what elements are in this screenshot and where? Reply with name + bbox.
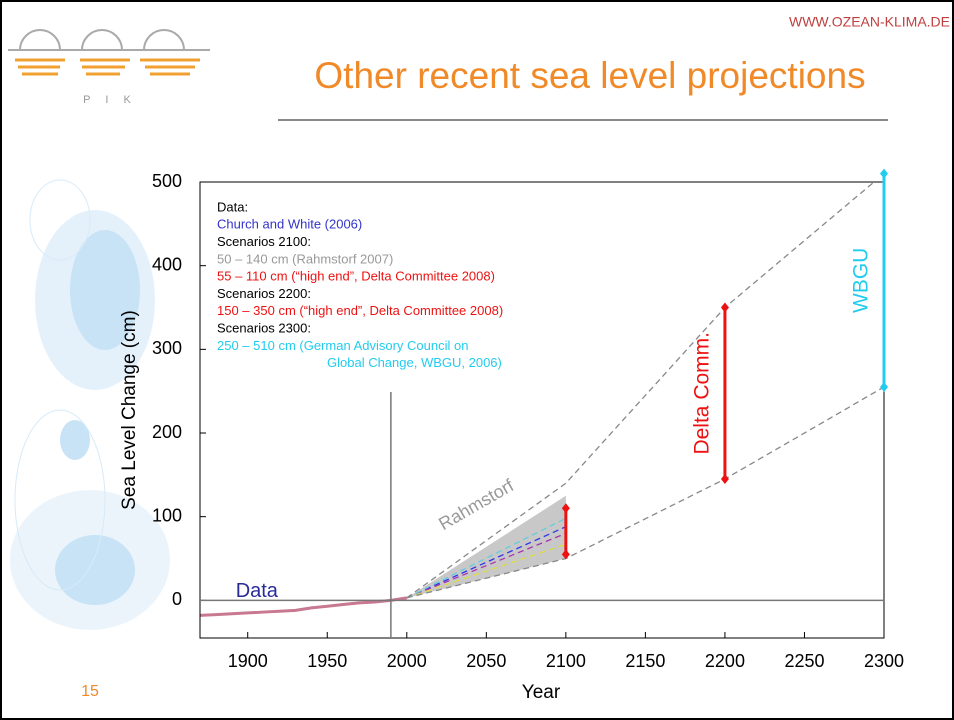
x-tick-label: 1900	[228, 651, 268, 671]
y-tick-label: 300	[152, 338, 182, 358]
y-axis-label: Sea Level Change (cm)	[119, 310, 140, 510]
x-tick-label: 2050	[466, 651, 506, 671]
y-tick-label: 400	[152, 254, 182, 274]
legend-line: Scenarios 2200:	[217, 286, 311, 301]
logo-text: P I K	[83, 94, 137, 106]
x-tick-label: 2250	[784, 651, 824, 671]
x-tick-label: 2200	[705, 651, 745, 671]
x-tick-label: 2150	[625, 651, 665, 671]
y-tick-label: 500	[152, 171, 182, 191]
y-tick-label: 200	[152, 422, 182, 442]
range-label: Delta Comm.	[690, 332, 713, 455]
x-tick-label: 2300	[864, 651, 904, 671]
legend-line: Global Change, WBGU, 2006)	[327, 355, 502, 370]
legend-line: 250 – 510 cm (German Advisory Council on	[217, 338, 468, 353]
website: WWW.OZEAN-KLIMA.DE	[789, 14, 950, 30]
y-tick-label: 100	[152, 505, 182, 525]
series-label: Data	[236, 580, 279, 602]
y-tick-label: 0	[172, 589, 182, 609]
legend-line: 150 – 350 cm (“high end”, Delta Committe…	[217, 303, 503, 318]
x-tick-label: 1950	[307, 651, 347, 671]
slide: P I K WWW.OZEAN-KLIMA.DE Other recent se…	[0, 0, 954, 720]
legend-line: 50 – 140 cm (Rahmstorf 2007)	[217, 251, 393, 266]
legend-line: Data:	[217, 199, 248, 214]
range-label: WBGU	[850, 248, 873, 313]
x-tick-label: 2000	[387, 651, 427, 671]
x-tick-label: 2100	[546, 651, 586, 671]
x-axis-label: Year	[522, 682, 561, 703]
legend-line: Scenarios 2100:	[217, 234, 311, 249]
slide-title: Other recent sea level projections	[314, 55, 865, 96]
legend-line: 55 – 110 cm (“high end”, Delta Committee…	[217, 269, 495, 284]
legend-line: Church and White (2006)	[217, 217, 362, 232]
legend-line: Scenarios 2300:	[217, 321, 311, 336]
slide-number: 15	[81, 683, 99, 700]
